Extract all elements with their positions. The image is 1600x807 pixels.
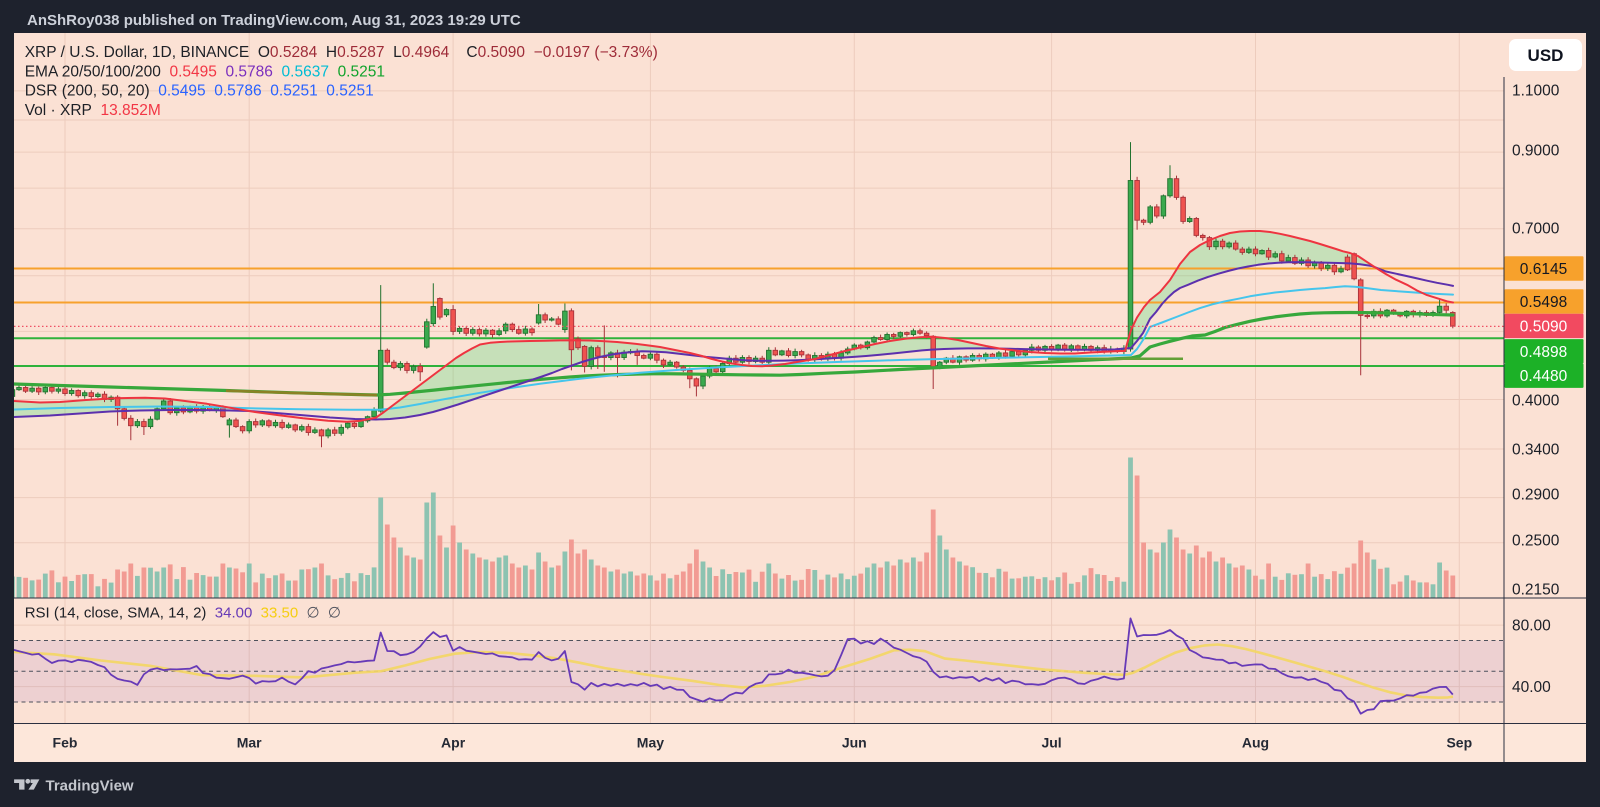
svg-text:0.7000: 0.7000	[1512, 221, 1560, 238]
svg-text:EMA 20/50/100/200 0.5495 0.5: EMA 20/50/100/200 0.5495 0.5786 0.5637 0…	[25, 63, 385, 80]
svg-text:XRP / U.S. Dollar, 1D, BINANCE: XRP / U.S. Dollar, 1D, BINANCE O0.5284 H…	[25, 44, 658, 61]
svg-text:RSI (14, close, SMA, 14, 2) 3: RSI (14, close, SMA, 14, 2) 34.00 33.50 …	[25, 605, 341, 622]
svg-text:0.9000: 0.9000	[1512, 143, 1560, 160]
svg-text:80.00: 80.00	[1512, 618, 1551, 635]
svg-text:0.5090: 0.5090	[1520, 318, 1568, 335]
svg-text:40.00: 40.00	[1512, 679, 1551, 696]
svg-text:0.4898: 0.4898	[1520, 344, 1567, 361]
svg-text:TradingView: TradingView	[46, 778, 134, 795]
svg-text:May: May	[637, 735, 664, 751]
svg-text:0.6145: 0.6145	[1520, 261, 1567, 278]
svg-text:Feb: Feb	[53, 735, 78, 751]
svg-text:0.2500: 0.2500	[1512, 533, 1560, 550]
svg-text:0.2900: 0.2900	[1512, 487, 1560, 504]
svg-text:Mar: Mar	[237, 735, 262, 751]
svg-text:Sep: Sep	[1446, 735, 1472, 751]
svg-text:Jul: Jul	[1041, 735, 1061, 751]
svg-text:0.3400: 0.3400	[1512, 442, 1560, 459]
svg-text:AnShRoy038 published on Tradin: AnShRoy038 published on TradingView.com,…	[27, 12, 521, 29]
svg-text:Jun: Jun	[842, 735, 867, 751]
svg-text:1.1000: 1.1000	[1512, 83, 1560, 100]
svg-text:USD: USD	[1528, 46, 1564, 65]
svg-text:DSR (200, 50, 20) 0.5495 0.5: DSR (200, 50, 20) 0.5495 0.5786 0.5251 0…	[25, 83, 374, 100]
svg-text:0.5498: 0.5498	[1520, 294, 1567, 311]
svg-text:0.2150: 0.2150	[1512, 582, 1560, 599]
svg-text:Apr: Apr	[441, 735, 466, 751]
svg-text:0.4480: 0.4480	[1520, 368, 1568, 385]
svg-text:0.4000: 0.4000	[1512, 393, 1560, 410]
svg-text:Vol · XRP 13.852M: Vol · XRP 13.852M	[25, 102, 161, 119]
svg-text:Aug: Aug	[1242, 735, 1269, 751]
